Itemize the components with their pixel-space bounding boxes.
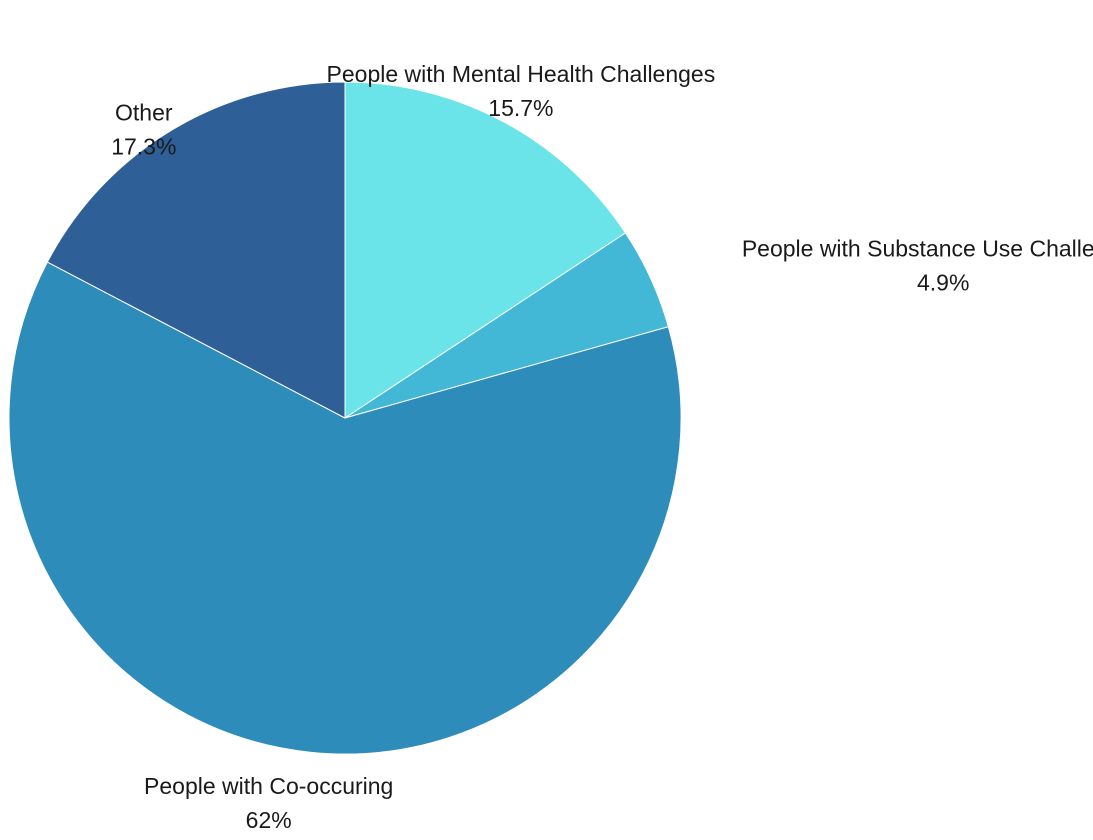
labels-layer: People with Mental Health Challenges 15.7… [111,61,1093,833]
slice-value-label: 17.3% [111,134,176,160]
slice-label: Other [115,100,173,126]
slice-label: People with Substance Use Challenges [742,235,1093,261]
slice-value-label: 62% [246,807,292,833]
slice-value-label: 15.7% [488,95,553,121]
slices-layer [8,81,682,755]
slice-label-group-other: Other 17.3% [111,100,176,160]
slice-label: People with Mental Health Challenges [327,61,716,87]
slice-label-group-people-with-substance-use-challenges: People with Substance Use Challenges 4.9% [742,235,1093,295]
pie-slice-people-with-mental-health-challenges [344,81,627,419]
pie-slice-other [46,81,346,419]
slice-label: People with Co-occuring [144,773,393,799]
pie-slice-people-with-co-occuring [8,261,682,755]
slice-label-group-people-with-co-occuring: People with Co-occuring 62% [144,773,393,833]
slice-label-group-people-with-mental-health-challenges: People with Mental Health Challenges 15.7… [327,61,716,121]
slice-value-label: 4.9% [917,269,969,295]
